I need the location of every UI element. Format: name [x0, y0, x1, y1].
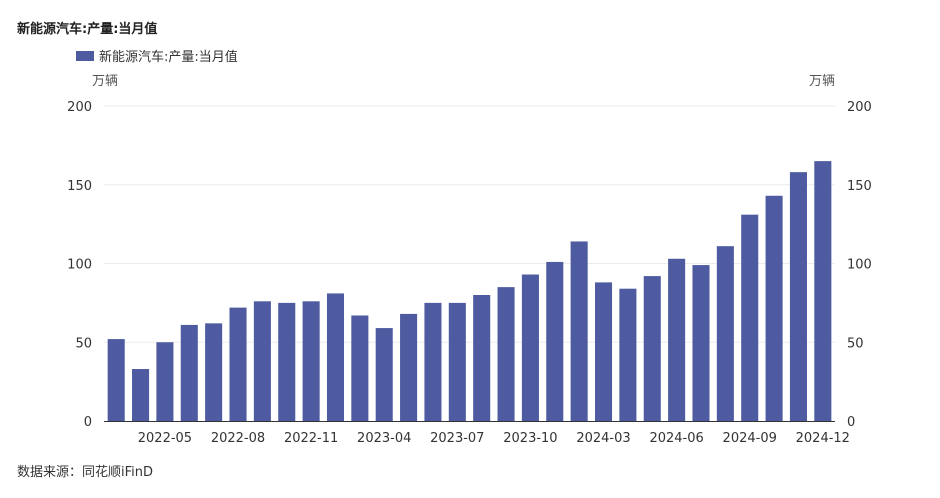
bar: [692, 265, 710, 421]
bar: [594, 282, 613, 421]
x-tick-label: 2023-10: [503, 431, 557, 446]
bar: [351, 315, 369, 421]
y-tick-label-right: 150: [847, 179, 872, 194]
x-tick-label: 2023-07: [430, 431, 484, 446]
y-tick-label-right: 200: [847, 100, 872, 115]
data-source: 数据来源：同花顺iFinD: [17, 465, 154, 480]
legend[interactable]: 新能源汽车:产量:当月值: [76, 46, 238, 65]
chart-title: 新能源汽车:产量:当月值: [17, 22, 158, 37]
bar: [400, 313, 418, 421]
bar: [814, 161, 832, 422]
bar: [448, 302, 466, 422]
legend-swatch: [76, 50, 94, 61]
bar: [668, 258, 686, 421]
bar: [473, 295, 491, 421]
bar: [302, 301, 320, 421]
x-tick-label: 2024-12: [796, 431, 850, 446]
x-tick-label: 2022-08: [211, 431, 265, 446]
x-tick-label: 2024-03: [576, 431, 630, 446]
y-tick-label-left: 150: [67, 179, 92, 194]
y-tick-label-left: 0: [84, 415, 92, 430]
bar: [546, 261, 564, 421]
bar: [180, 324, 198, 421]
y-tick-label-right: 50: [847, 336, 864, 351]
y-tick-label-right: 0: [847, 415, 855, 430]
left-axis-unit: 万辆: [92, 74, 119, 89]
bar: [619, 288, 637, 421]
bar: [375, 328, 393, 421]
y-tick-label-left: 200: [67, 100, 92, 115]
bar: [132, 369, 150, 421]
bar: [107, 339, 125, 421]
bar: [521, 274, 539, 421]
bar: [229, 307, 247, 421]
bar: [570, 241, 588, 421]
bar: [716, 246, 734, 421]
legend-label: 新能源汽车:产量:当月值: [99, 50, 238, 65]
bar: [497, 287, 515, 422]
bar: [765, 195, 783, 421]
bar: [156, 342, 174, 421]
x-tick-label: 2022-11: [284, 431, 338, 446]
y-tick-label-left: 100: [67, 258, 92, 273]
x-tick-label: 2023-04: [357, 431, 411, 446]
x-tick-label: 2024-06: [649, 431, 703, 446]
y-tick-label-left: 50: [75, 336, 92, 351]
x-tick-label: 2022-05: [138, 431, 192, 446]
bar: [789, 172, 807, 421]
bar: [741, 214, 759, 421]
bar: [205, 323, 223, 421]
bar: [643, 276, 661, 421]
x-tick-label: 2024-09: [723, 431, 777, 446]
bar: [424, 302, 442, 422]
right-axis-unit: 万辆: [808, 74, 835, 89]
bar: [253, 301, 271, 421]
y-tick-label-right: 100: [847, 258, 872, 273]
bar: [326, 293, 345, 421]
bar: [278, 302, 296, 422]
